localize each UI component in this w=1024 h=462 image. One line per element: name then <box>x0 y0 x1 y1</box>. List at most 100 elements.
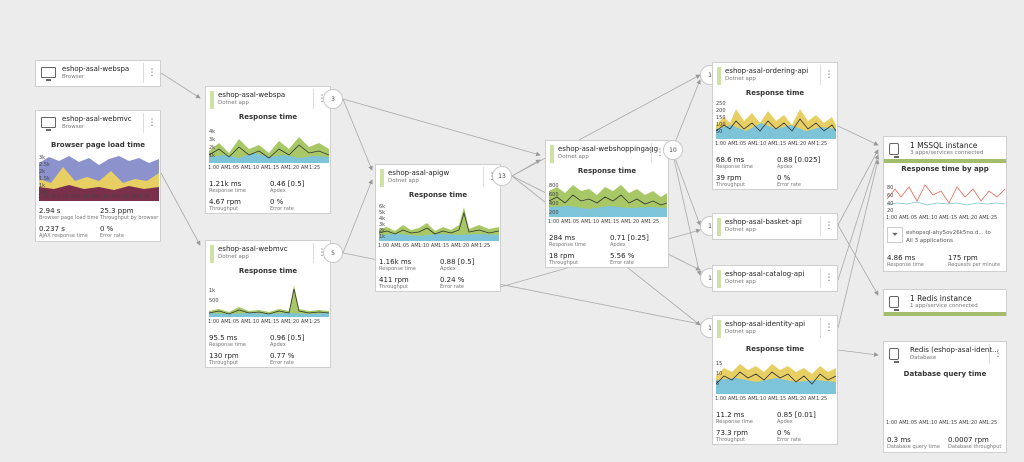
x-tick: 1:20 AM <box>966 215 987 221</box>
db-name[interactable]: eshopsql-ahy5ov26k5no.d... to <box>906 230 991 236</box>
y-tick: 20 <box>887 208 894 214</box>
more-options-button[interactable]: ⋮ <box>143 113 160 133</box>
node-type: Dotnet app <box>725 279 756 285</box>
node-identity-api[interactable]: eshop-asal-identity-api Dotnet app ⋮ Res… <box>712 315 838 445</box>
metric-value: 0 % <box>100 225 114 233</box>
node-redis-database[interactable]: Redis (eshop-asal-ident... Database ⋮ Da… <box>883 341 1007 453</box>
dotnet-app-marker <box>210 91 214 109</box>
metric-label: Error rate <box>270 360 294 366</box>
more-options-button[interactable]: ⋮ <box>820 268 837 288</box>
metric-label: Requests per minute <box>948 262 1001 268</box>
response-time-chart <box>379 207 499 241</box>
response-time-chart <box>209 137 329 163</box>
monitor-icon <box>41 117 56 131</box>
connection-count-badge[interactable]: 5 <box>323 243 343 263</box>
connection-count-badge[interactable]: 10 <box>663 140 683 160</box>
x-tick: 1:00 AM <box>886 215 907 221</box>
node-name: eshop-asal-webspa <box>62 65 130 73</box>
node-webshoppingagg[interactable]: eshop-asal-webshoppingagg Dotnet app ⋮ R… <box>545 140 669 268</box>
node-name: Redis (eshop-asal-ident... <box>910 346 999 354</box>
x-tick: 1:15 AM <box>98 194 119 200</box>
more-options-button[interactable]: ⋮ <box>651 143 668 163</box>
node-webmvc-browser[interactable]: eshop-asal-webmvc Browser ⋮ Browser page… <box>35 110 161 242</box>
metric-label: Apdex <box>610 242 626 248</box>
metric-label: Apdex <box>777 419 793 425</box>
chart-title: Database query time <box>903 370 987 378</box>
node-webspa-app[interactable]: eshop-asal-webspa Dotnet app ⋮ Response … <box>205 86 331 214</box>
y-tick: 10 <box>716 371 723 377</box>
x-tick: 1:05 AM <box>58 194 79 200</box>
node-basket-api[interactable]: eshop-asal-basket-api Dotnet app ⋮ <box>712 213 838 240</box>
more-options-button[interactable]: ⋮ <box>313 89 330 109</box>
node-ordering-api[interactable]: eshop-asal-ordering-api Dotnet app ⋮ Res… <box>712 62 838 190</box>
y-tick: 2k <box>39 169 46 175</box>
node-name: eshop-asal-webmvc <box>62 115 132 123</box>
metric-value: 175 rpm <box>948 254 978 262</box>
node-apigw[interactable]: eshop-asal-apigw Dotnet app ⋮ Response t… <box>375 164 501 292</box>
node-webspa-browser[interactable]: eshop-asal-webspa Browser ⋮ <box>35 60 161 87</box>
x-tick: 1:05 AM <box>906 420 927 426</box>
connection-count-badge[interactable]: 3 <box>323 89 343 109</box>
y-tick: 1.5k <box>39 176 50 182</box>
node-webmvc-app[interactable]: eshop-asal-webmvc Dotnet app ⋮ Response … <box>205 240 331 368</box>
x-tick: 1:10 AM <box>248 165 269 171</box>
x-tick: 1:05 AM <box>568 219 589 225</box>
metric-label: Response time <box>379 266 416 272</box>
filter-icon[interactable]: ⏷ <box>887 227 903 243</box>
y-tick: 150 <box>716 115 726 121</box>
node-name: eshop-asal-apigw <box>388 169 450 177</box>
y-tick: 50 <box>716 129 723 135</box>
metric-label: Response time <box>209 188 246 194</box>
node-mssql-instance[interactable]: 1 MSSQL instance 3 apps/services connect… <box>883 136 1007 272</box>
metric-label: Error rate <box>270 206 294 212</box>
time-axis: 1:00 AM 1:05 AM 1:10 AM 1:15 AM 1:20 AM … <box>715 141 839 148</box>
x-tick: 1:20 AM <box>288 165 309 171</box>
metric-value: 39 rpm <box>716 174 742 182</box>
node-redis-instance[interactable]: 1 Redis instance 1 app/service connected <box>883 289 1007 316</box>
more-options-button[interactable]: ⋮ <box>313 243 330 263</box>
more-options-button[interactable]: ⋮ <box>143 63 160 83</box>
database-icon <box>889 296 899 311</box>
dotnet-app-marker <box>717 67 721 85</box>
x-tick: 1:20 AM <box>966 420 987 426</box>
node-type: Dotnet app <box>725 329 756 335</box>
metric-value: 0 % <box>777 429 791 437</box>
time-axis: 1:00 AM 1:05 AM 1:10 AM 1:15 AM 1:20 AM … <box>715 396 839 403</box>
metric-label: Error rate <box>100 233 124 239</box>
chart-title: Response time <box>745 345 805 353</box>
response-time-chart <box>716 109 836 139</box>
y-tick: 80 <box>887 185 894 191</box>
metric-label: Response time <box>887 262 924 268</box>
time-axis: 1:00 AM 1:05 AM 1:10 AM 1:15 AM 1:20 AM … <box>886 215 1008 222</box>
more-options-button[interactable]: ⋮ <box>820 216 837 236</box>
chart-title: Response time <box>238 113 298 121</box>
connection-count-badge[interactable]: 13 <box>492 166 512 186</box>
more-options-button[interactable]: ⋮ <box>989 344 1006 364</box>
x-tick: 1:25 <box>648 219 660 225</box>
metric-label: Response time <box>549 242 586 248</box>
y-tick: 400 <box>549 201 559 207</box>
time-axis: 1:00 AM 1:05 AM 1:10 AM 1:15 AM 1:20 AM … <box>208 165 332 172</box>
connection-line <box>342 98 373 171</box>
y-tick: 250 <box>716 101 726 107</box>
metric-label: Response time <box>209 342 246 348</box>
x-tick: 1:20 AM <box>795 396 816 402</box>
x-tick: 1:05 AM <box>735 141 756 147</box>
node-catalog-api[interactable]: eshop-asal-catalog-api Dotnet app ⋮ <box>712 265 838 292</box>
x-tick: 1:05 AM <box>906 215 927 221</box>
metric-value: 95.5 ms <box>209 334 238 342</box>
x-tick: 1:10 AM <box>755 141 776 147</box>
x-tick: 1:15 AM <box>775 141 796 147</box>
connection-line <box>342 179 373 254</box>
metric-value: 0.88 [0.025] <box>777 156 821 164</box>
y-tick: 5 <box>716 381 720 387</box>
x-tick: 1:10 AM <box>588 219 609 225</box>
more-options-button[interactable]: ⋮ <box>820 318 837 338</box>
y-tick: 200 <box>549 210 559 216</box>
x-tick: 1:25 <box>816 141 828 147</box>
metric-label: Apdex <box>270 342 286 348</box>
more-options-button[interactable]: ⋮ <box>820 65 837 85</box>
metric-value: 4.86 ms <box>887 254 916 262</box>
metric-value: 0.71 [0.25] <box>610 234 649 242</box>
time-axis: 1:00 AM 1:05 AM 1:10 AM 1:15 AM 1:20 AM … <box>886 420 1008 427</box>
